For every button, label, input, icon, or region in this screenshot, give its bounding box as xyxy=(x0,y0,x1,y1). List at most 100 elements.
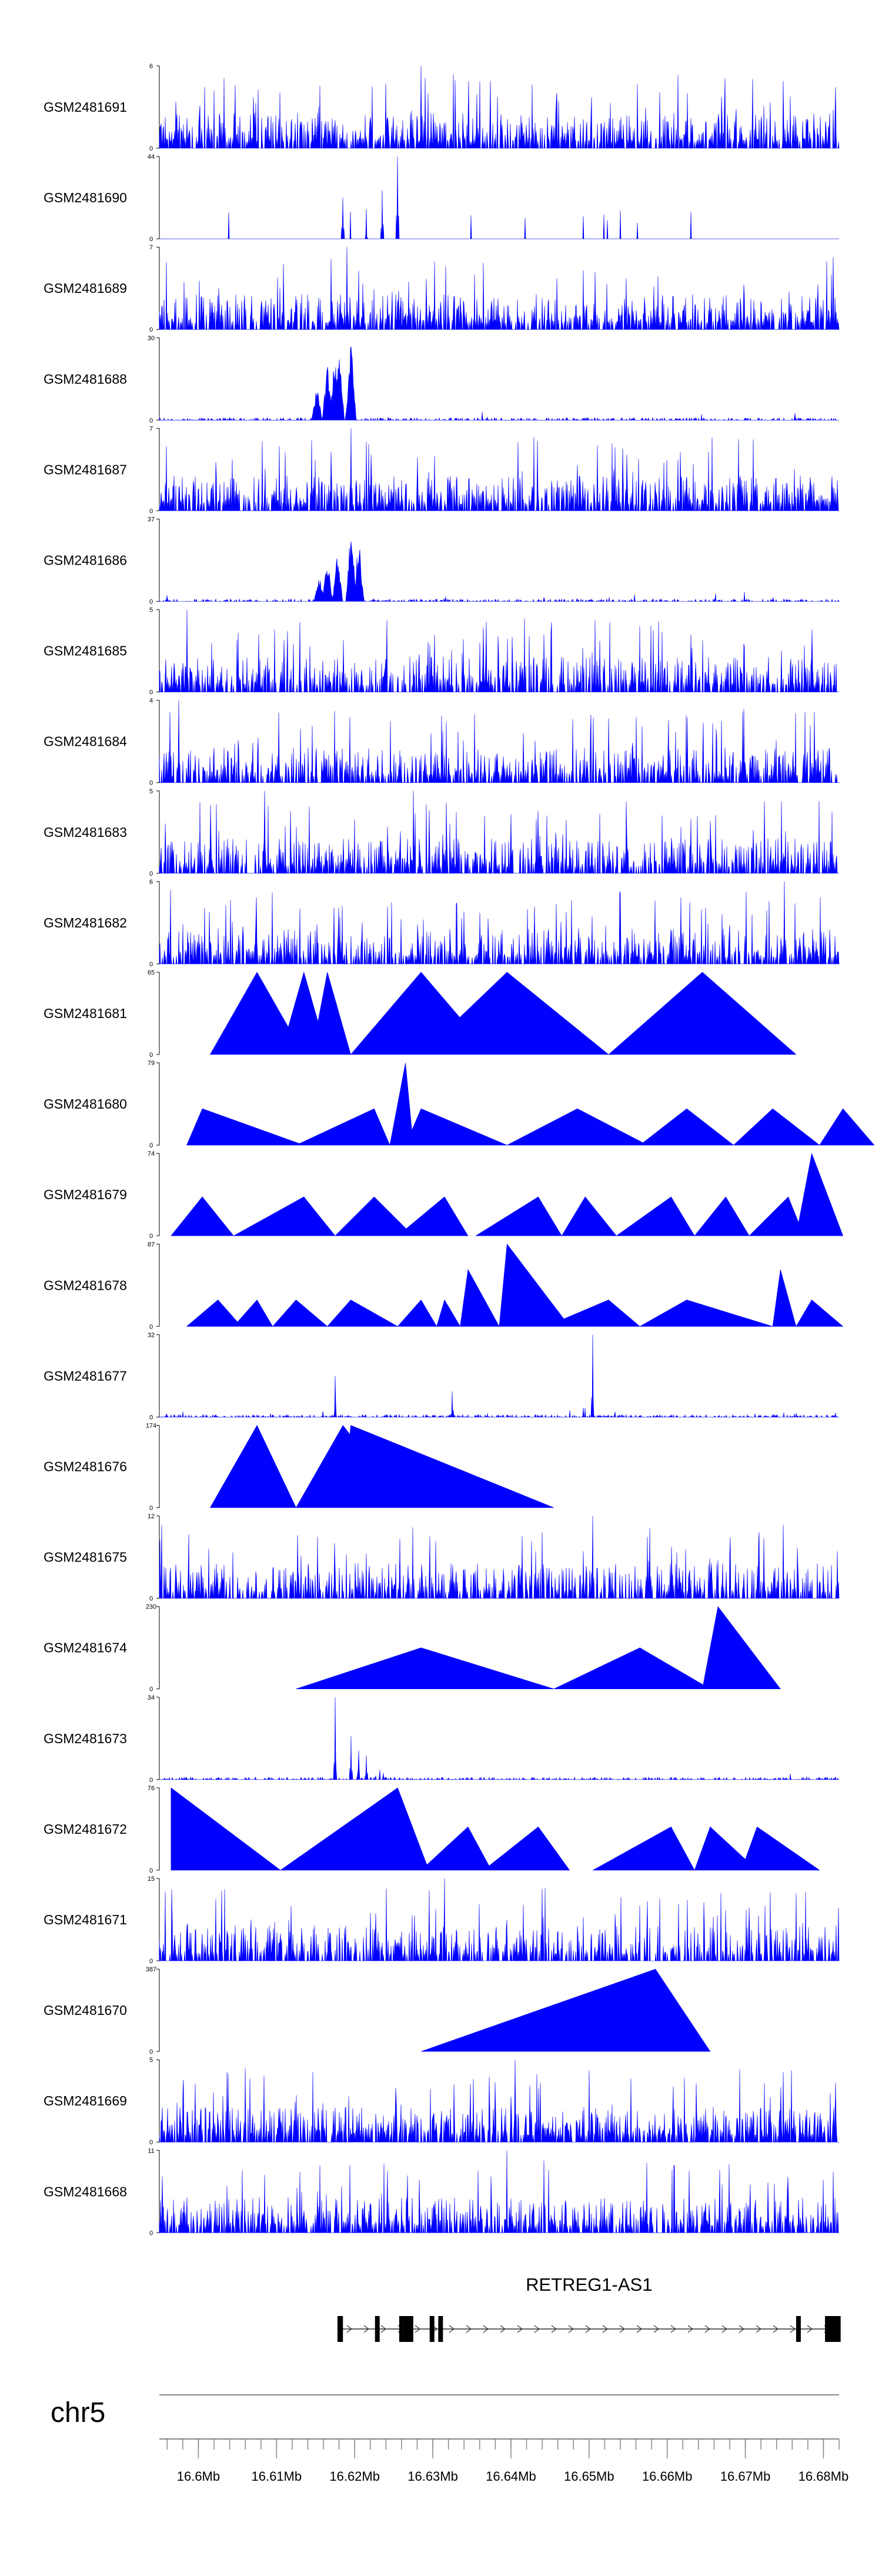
strand-arrow-icon xyxy=(551,2325,557,2333)
gene-name-label: RETREG1-AS1 xyxy=(526,2274,652,2295)
ymin-label: 0 xyxy=(149,2139,153,2146)
track-label: GSM2481684 xyxy=(44,734,127,749)
ymax-label: 87 xyxy=(148,1241,155,1248)
coverage-track: GSM2481679 74 0 xyxy=(44,1150,844,1240)
track-label: GSM2481681 xyxy=(44,1006,127,1021)
gene-exon xyxy=(375,2316,380,2342)
coverage-track: GSM2481668 11 0 xyxy=(44,2147,839,2237)
strand-arrow-icon xyxy=(687,2325,693,2333)
gene-exon xyxy=(403,2316,413,2342)
coverage-track: GSM2481687 7 0 xyxy=(44,425,839,515)
axis-tick-label: 16.61Mb xyxy=(251,2469,302,2484)
track-label: GSM2481677 xyxy=(44,1368,127,1383)
track-label: GSM2481669 xyxy=(44,2093,127,2108)
ymax-label: 32 xyxy=(148,1332,155,1339)
coverage-track: GSM2481680 79 0 xyxy=(44,1060,875,1149)
ymax-label: 7 xyxy=(149,425,153,432)
gene-exon xyxy=(438,2316,443,2342)
coverage-area xyxy=(159,65,840,149)
coverage-track: GSM2481672 76 0 xyxy=(44,1785,820,1874)
strand-arrow-icon xyxy=(756,2325,761,2333)
ymin-label: 0 xyxy=(149,1052,153,1059)
coverage-track: GSM2481674 230 0 xyxy=(44,1604,781,1693)
strand-arrow-icon xyxy=(653,2325,659,2333)
track-label: GSM2481686 xyxy=(44,553,127,568)
strand-arrow-icon xyxy=(449,2325,455,2333)
coverage-area xyxy=(171,1153,844,1236)
ymin-label: 0 xyxy=(149,780,153,787)
coverage-track: GSM2481676 174 0 xyxy=(44,1423,554,1512)
coverage-track: GSM2481683 5 0 xyxy=(44,788,839,877)
coverage-area xyxy=(159,1516,840,1599)
coverage-area xyxy=(171,1787,820,1871)
ymin-label: 0 xyxy=(149,870,153,877)
coverage-area xyxy=(159,2150,839,2233)
strand-arrow-icon xyxy=(636,2325,642,2333)
strand-arrow-icon xyxy=(807,2325,813,2333)
track-label: GSM2481685 xyxy=(44,643,127,659)
coverage-track: GSM2481669 5 0 xyxy=(44,2057,839,2146)
gene-exon xyxy=(337,2316,343,2342)
ymin-label: 0 xyxy=(149,1323,153,1330)
ymax-label: 15 xyxy=(148,1876,155,1883)
track-label: GSM2481690 xyxy=(44,190,127,205)
coverage-track: GSM2481689 7 0 xyxy=(44,244,840,333)
axis-tick-label: 16.63Mb xyxy=(407,2469,458,2484)
strand-arrow-icon xyxy=(500,2325,506,2333)
coverage-track: GSM2481690 44 0 xyxy=(44,154,839,243)
coverage-track: GSM2481685 5 0 xyxy=(44,607,839,696)
strand-arrow-icon xyxy=(568,2325,574,2333)
track-label: GSM2481688 xyxy=(44,371,127,386)
track-label: GSM2481668 xyxy=(44,2184,127,2199)
gene-model-track: RETREG1-AS1 xyxy=(337,2274,841,2342)
strand-arrow-icon xyxy=(585,2325,591,2333)
axis-tick-label: 16.62Mb xyxy=(329,2469,380,2484)
coverage-area xyxy=(209,971,797,1055)
coverage-track: GSM2481670 387 0 xyxy=(44,1966,711,2056)
genome-axis: chr5 16.6Mb 16.61Mb 16.62Mb 16.63Mb 16.64Mb 1… xyxy=(51,2394,848,2484)
gene-exon xyxy=(399,2316,403,2342)
ymax-label: 30 xyxy=(148,335,155,342)
gene-exon xyxy=(796,2316,801,2342)
coverage-area xyxy=(159,247,840,330)
ymax-label: 76 xyxy=(148,1785,155,1792)
axis-tick-label: 16.66Mb xyxy=(642,2469,693,2484)
ymin-label: 0 xyxy=(149,689,153,696)
axis-tick-label: 16.64Mb xyxy=(486,2469,536,2484)
axis-tick-label: 16.67Mb xyxy=(720,2469,771,2484)
track-label: GSM2481675 xyxy=(44,1550,127,1565)
strand-arrow-icon xyxy=(739,2325,744,2333)
coverage-area xyxy=(186,1063,875,1146)
ymax-label: 5 xyxy=(149,788,153,795)
strand-arrow-icon xyxy=(773,2325,779,2333)
coverage-track: GSM2481686 37 0 xyxy=(44,516,840,606)
ymax-label: 12 xyxy=(148,1513,155,1520)
coverage-area xyxy=(296,1606,781,1689)
strand-arrow-icon xyxy=(346,2325,352,2333)
ymin-label: 0 xyxy=(149,1867,153,1874)
ymax-label: 37 xyxy=(148,516,155,523)
ymin-label: 0 xyxy=(149,1686,153,1693)
coverage-track: GSM2481688 30 0 xyxy=(44,335,839,424)
track-label: GSM2481670 xyxy=(44,2003,127,2018)
ymax-label: 79 xyxy=(148,1060,155,1067)
ymin-label: 0 xyxy=(149,2230,153,2237)
strand-arrow-icon xyxy=(619,2325,625,2333)
track-label: GSM2481682 xyxy=(44,915,127,930)
ymin-label: 0 xyxy=(149,1414,153,1421)
strand-arrow-icon xyxy=(466,2325,472,2333)
coverage-area xyxy=(159,346,839,421)
ymin-label: 0 xyxy=(149,1142,153,1149)
track-label: GSM2481672 xyxy=(44,1821,127,1837)
ymax-label: 34 xyxy=(148,1694,155,1701)
track-label: GSM2481689 xyxy=(44,281,127,296)
strand-arrow-icon xyxy=(721,2325,727,2333)
coverage-track: GSM2481675 12 0 xyxy=(44,1513,840,1603)
ymin-label: 0 xyxy=(149,145,153,152)
ymax-label: 174 xyxy=(146,1423,156,1430)
coverage-track: GSM2481681 65 0 xyxy=(44,969,797,1059)
ymin-label: 0 xyxy=(149,1958,153,1965)
coverage-track: GSM2481684 4 0 xyxy=(44,698,839,787)
ymax-label: 44 xyxy=(148,154,155,161)
